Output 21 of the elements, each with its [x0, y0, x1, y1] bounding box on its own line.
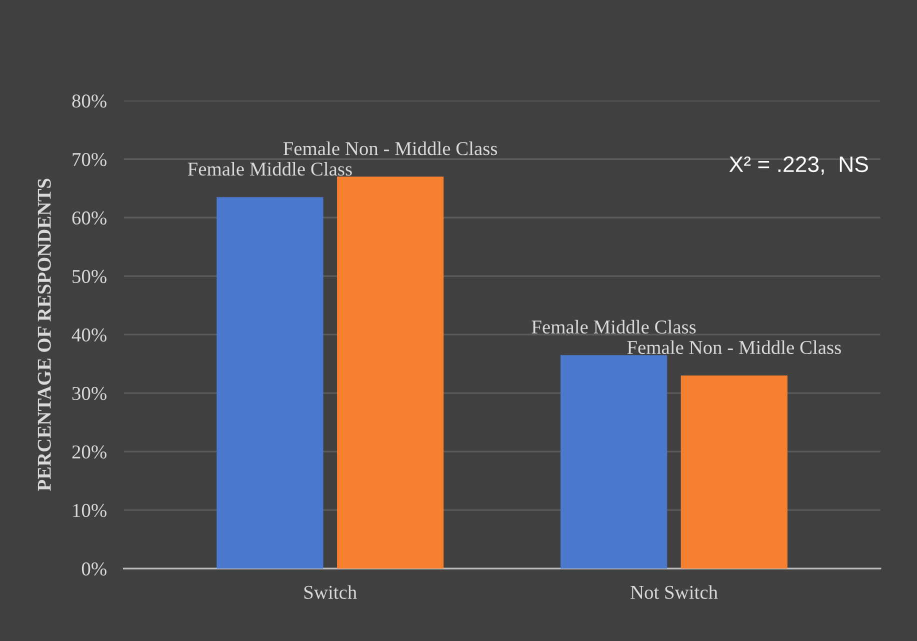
y-tick-label: 60%	[72, 211, 106, 225]
bar	[337, 176, 444, 569]
x-tick-label: Switch	[304, 585, 357, 599]
y-tick-label: 70%	[72, 152, 106, 166]
x-tick-label: Not Switch	[630, 585, 718, 599]
text: Female Middle Class	[188, 162, 352, 176]
text: Female Non - Middle Class	[627, 340, 841, 354]
y-tick-label: 80%	[72, 94, 106, 108]
y-tick-label: 0%	[82, 562, 106, 576]
annotation: X² = .223, NS	[729, 156, 868, 175]
series-label: Female Non - Middle Class	[283, 141, 498, 156]
y-tick-label: 50%	[72, 270, 106, 284]
y-axis-title: PERCENTAGE OF RESPONDENTS	[38, 178, 51, 491]
y-tick-label: 40%	[72, 328, 106, 342]
y-tick-label: 30%	[72, 386, 106, 400]
bar	[216, 197, 324, 569]
series-label: Female Middle Class	[532, 320, 696, 334]
y-tick-label: 20%	[72, 445, 106, 459]
bar	[680, 376, 788, 569]
y-tick-label: 10%	[73, 504, 106, 518]
bar	[560, 355, 668, 569]
